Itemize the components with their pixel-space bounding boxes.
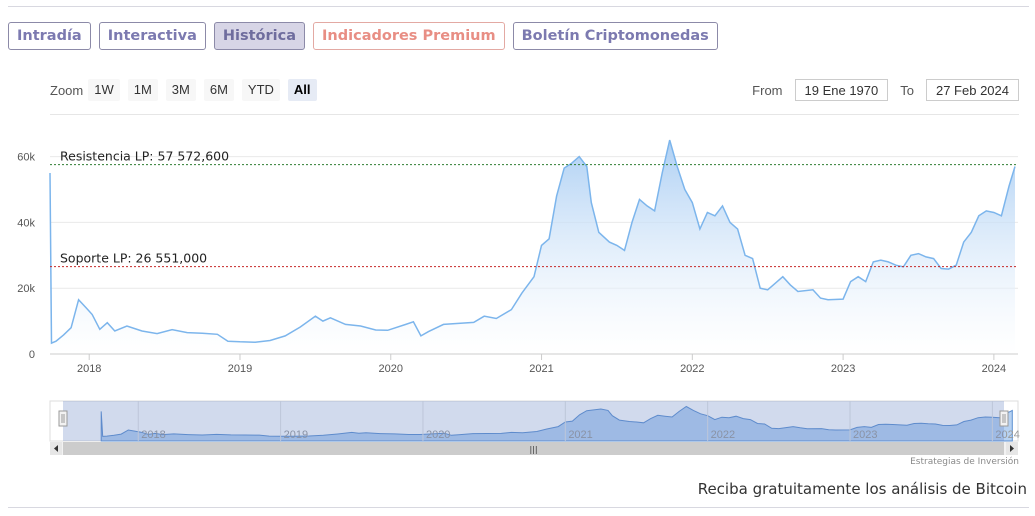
zoom-1w-button[interactable]: 1W <box>88 79 120 101</box>
y-tick-label: 20k <box>17 283 35 295</box>
to-label: To <box>900 82 914 98</box>
toolbar-divider <box>50 114 1019 115</box>
zoom-all-button[interactable]: All <box>287 79 317 101</box>
navigator-selection[interactable] <box>63 401 1004 441</box>
tab-historica[interactable]: Histórica <box>213 22 306 50</box>
y-tick-label: 60k <box>17 152 35 164</box>
tab-intradia[interactable]: Intradía <box>8 22 91 50</box>
price-line[interactable] <box>49 139 1016 345</box>
navigator-handle-grip[interactable] <box>999 410 1009 427</box>
x-axis: 2018 2019 2020 2021 2022 2023 2024 <box>77 354 1006 375</box>
bottom-divider <box>8 507 1029 508</box>
zoom-label: Zoom <box>50 82 84 98</box>
tab-interactiva[interactable]: Interactiva <box>98 22 206 50</box>
credit-text: Estrategias de Inversión <box>910 457 1019 467</box>
price-area <box>50 140 1015 354</box>
scrollbar-grip-icon: ||| <box>529 445 537 454</box>
tab-indicadores-premium[interactable]: Indicadores Premium <box>313 22 505 50</box>
x-tick-label: 2019 <box>228 363 252 375</box>
y-tick-label: 0 <box>29 349 35 361</box>
zoom-ytd-button[interactable]: YTD <box>241 79 280 101</box>
navigator-tick-label: 2021 <box>568 429 592 441</box>
level-label: Resistencia LP: 57 572,600 <box>60 149 229 164</box>
to-date-input[interactable]: 27 Feb 2024 <box>925 79 1019 101</box>
arrow-left-icon <box>54 445 58 452</box>
x-tick-label: 2018 <box>77 363 101 375</box>
arrow-right-icon <box>1010 445 1014 452</box>
x-tick-label: 2020 <box>379 363 403 375</box>
x-tick-label: 2021 <box>529 363 553 375</box>
date-range: From 19 Ene 1970 To 27 Feb 2024 <box>752 79 1019 101</box>
navigator-handle[interactable] <box>58 410 68 427</box>
level-label: Soporte LP: 26 551,000 <box>60 251 207 266</box>
navigator-handle-grip[interactable] <box>58 410 68 427</box>
from-date-input[interactable]: 19 Ene 1970 <box>794 79 889 101</box>
tab-boletin-criptomonedas[interactable]: Boletín Criptomonedas <box>512 22 718 50</box>
navigator-tick-label: 2022 <box>711 429 735 441</box>
promo-link[interactable]: Reciba gratuitamente los análisis de Bit… <box>697 480 1027 498</box>
navigator-handle[interactable] <box>999 410 1009 427</box>
navigator-tick-label: 2018 <box>141 429 165 441</box>
navigator-tick-label: 2024 <box>995 429 1019 441</box>
x-tick-label: 2024 <box>982 363 1006 375</box>
navigator[interactable]: 2018 2019 2020 2021 2022 2023 2024 ||| <box>49 400 1020 455</box>
top-divider <box>8 6 1029 7</box>
x-tick-label: 2023 <box>831 363 855 375</box>
zoom-selector: Zoom 1W 1M 3M 6M YTD All <box>50 79 325 101</box>
zoom-3m-button[interactable]: 3M <box>165 79 196 101</box>
zoom-6m-button[interactable]: 6M <box>203 79 234 101</box>
navigator-series <box>100 405 1013 442</box>
scrollbar-thumb[interactable] <box>63 442 1004 455</box>
chart-tabs: Intradía Interactiva Histórica Indicador… <box>8 22 718 50</box>
y-axis: 0 20k 40k 60k <box>17 152 35 361</box>
x-tick-label: 2022 <box>680 363 704 375</box>
navigator-tick-label: 2020 <box>426 429 450 441</box>
zoom-1m-button[interactable]: 1M <box>127 79 158 101</box>
navigator-tick-label: 2019 <box>284 429 308 441</box>
navigator-tick-label: 2023 <box>853 429 877 441</box>
annotations: Resistencia LP: 57 572,600 Soporte LP: 26… <box>50 149 1018 268</box>
from-label: From <box>752 82 783 98</box>
y-tick-label: 40k <box>17 217 35 229</box>
